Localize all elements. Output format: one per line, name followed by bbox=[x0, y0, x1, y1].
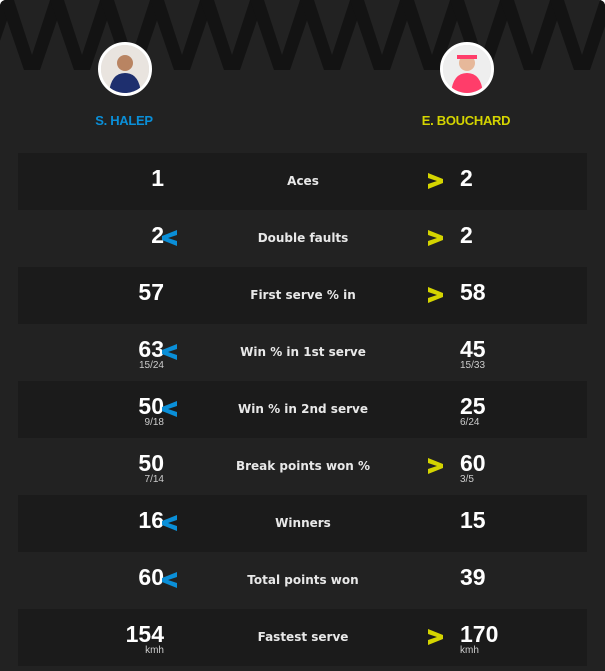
player2-value: 39 bbox=[460, 566, 486, 589]
player1-value: 63 15/24 bbox=[138, 338, 164, 371]
stat-label: Double faults bbox=[257, 231, 349, 245]
player1-stat-detail: 15/24 bbox=[138, 360, 164, 371]
left-advantage-arrow-icon bbox=[162, 344, 177, 360]
right-advantage-arrow-icon bbox=[428, 629, 443, 645]
stat-row: 57 First serve % in 58 bbox=[18, 267, 587, 324]
zigzag-stripe bbox=[550, 0, 605, 70]
player1-stat: 154 bbox=[125, 621, 164, 647]
player1-stat: 2 bbox=[151, 222, 164, 248]
stat-label: Win % in 2nd serve bbox=[238, 402, 368, 416]
player2-stat: 39 bbox=[460, 564, 486, 590]
player1-stat: 60 bbox=[138, 564, 164, 590]
player1-value: 60 bbox=[138, 566, 164, 589]
player1-value: 50 7/14 bbox=[138, 452, 164, 485]
player2-stat: 15 bbox=[460, 507, 486, 533]
player2-value: 2 bbox=[460, 224, 473, 247]
player1-stat-detail: 7/14 bbox=[144, 474, 164, 485]
player1-stat: 16 bbox=[138, 507, 164, 533]
player2-value: 45 15/33 bbox=[460, 338, 486, 371]
player2-value: 25 6/24 bbox=[460, 395, 486, 428]
zigzag-stripe bbox=[400, 0, 464, 70]
stat-label: Aces bbox=[287, 174, 319, 188]
header-zigzag-pattern bbox=[0, 0, 605, 70]
player2-stat-detail: 15/33 bbox=[460, 360, 486, 371]
stat-label: Break points won % bbox=[235, 459, 371, 473]
stat-row: 63 15/24 Win % in 1st serve 45 15/33 bbox=[18, 324, 587, 381]
stat-label: Win % in 1st serve bbox=[240, 345, 366, 359]
left-advantage-arrow-icon bbox=[162, 230, 177, 246]
zigzag-stripe bbox=[500, 0, 564, 70]
player2-stat: 2 bbox=[460, 222, 473, 248]
player1-stat: 50 bbox=[138, 393, 164, 419]
stat-label: First serve % in bbox=[250, 288, 356, 302]
right-advantage-arrow-icon bbox=[428, 287, 443, 303]
player2-stat: 2 bbox=[460, 165, 473, 191]
player2-avatar bbox=[440, 42, 494, 96]
player1-value: 16 bbox=[138, 509, 164, 532]
right-advantage-arrow-icon bbox=[428, 230, 443, 246]
stat-row: 1 Aces 2 bbox=[18, 153, 587, 210]
player1-stat: 50 bbox=[138, 450, 164, 476]
player1-stat: 57 bbox=[138, 279, 164, 305]
player1-stat: 63 bbox=[138, 336, 164, 362]
player2-stat-detail: 3/5 bbox=[460, 474, 474, 485]
stat-row: 154 kmh Fastest serve 170 kmh bbox=[18, 609, 587, 666]
stat-row: 60 Total points won 39 bbox=[18, 552, 587, 609]
left-advantage-arrow-icon bbox=[162, 515, 177, 531]
player2-stat-detail: 6/24 bbox=[460, 417, 480, 428]
zigzag-stripe bbox=[600, 0, 605, 15]
stat-label: Fastest serve bbox=[257, 630, 349, 644]
player1-value: 154 kmh bbox=[126, 623, 164, 656]
stat-row: 50 7/14 Break points won % 60 3/5 bbox=[18, 438, 587, 495]
left-advantage-arrow-icon bbox=[162, 401, 177, 417]
zigzag-stripe bbox=[350, 0, 414, 70]
player1-stat-detail: 9/18 bbox=[144, 417, 164, 428]
stat-row: 2 Double faults 2 bbox=[18, 210, 587, 267]
player2-stat: 45 bbox=[460, 336, 486, 362]
player1-value: 50 9/18 bbox=[138, 395, 164, 428]
player1-value: 2 bbox=[151, 224, 164, 247]
zigzag-stripe bbox=[50, 0, 114, 70]
zigzag-stripe bbox=[100, 0, 164, 70]
player2-stat: 170 bbox=[460, 621, 499, 647]
zigzag-stripe bbox=[0, 0, 64, 70]
player2-stat: 60 bbox=[460, 450, 486, 476]
player2-name: E. BOUCHARD bbox=[421, 113, 511, 128]
player2-value: 58 bbox=[460, 281, 486, 304]
player2-stat-detail: kmh bbox=[460, 645, 479, 656]
player2-value: 170 kmh bbox=[460, 623, 498, 656]
zigzag-stripe bbox=[200, 0, 264, 70]
stat-row: 50 9/18 Win % in 2nd serve 25 6/24 bbox=[18, 381, 587, 438]
player2-stat: 58 bbox=[460, 279, 486, 305]
player1-value: 1 bbox=[151, 167, 164, 190]
player2-value: 15 bbox=[460, 509, 486, 532]
player1-name: S. HALEP bbox=[95, 113, 153, 128]
stat-label: Total points won bbox=[247, 573, 359, 587]
left-advantage-arrow-icon bbox=[162, 572, 177, 588]
right-advantage-arrow-icon bbox=[428, 458, 443, 474]
right-advantage-arrow-icon bbox=[428, 173, 443, 189]
player1-stat-detail: kmh bbox=[145, 645, 164, 656]
stat-row: 16 Winners 15 bbox=[18, 495, 587, 552]
player1-avatar bbox=[98, 42, 152, 96]
player2-stat: 25 bbox=[460, 393, 486, 419]
zigzag-stripe bbox=[450, 0, 514, 70]
player2-value: 60 3/5 bbox=[460, 452, 486, 485]
player1-stat: 1 bbox=[151, 165, 164, 191]
zigzag-stripe bbox=[250, 0, 314, 70]
player2-value: 2 bbox=[460, 167, 473, 190]
stat-label: Winners bbox=[275, 516, 331, 530]
zigzag-stripe bbox=[300, 0, 364, 70]
zigzag-stripe bbox=[150, 0, 214, 70]
player1-value: 57 bbox=[138, 281, 164, 304]
